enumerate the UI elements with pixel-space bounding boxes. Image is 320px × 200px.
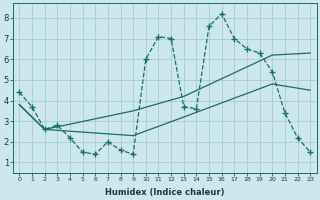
X-axis label: Humidex (Indice chaleur): Humidex (Indice chaleur) xyxy=(105,188,225,197)
